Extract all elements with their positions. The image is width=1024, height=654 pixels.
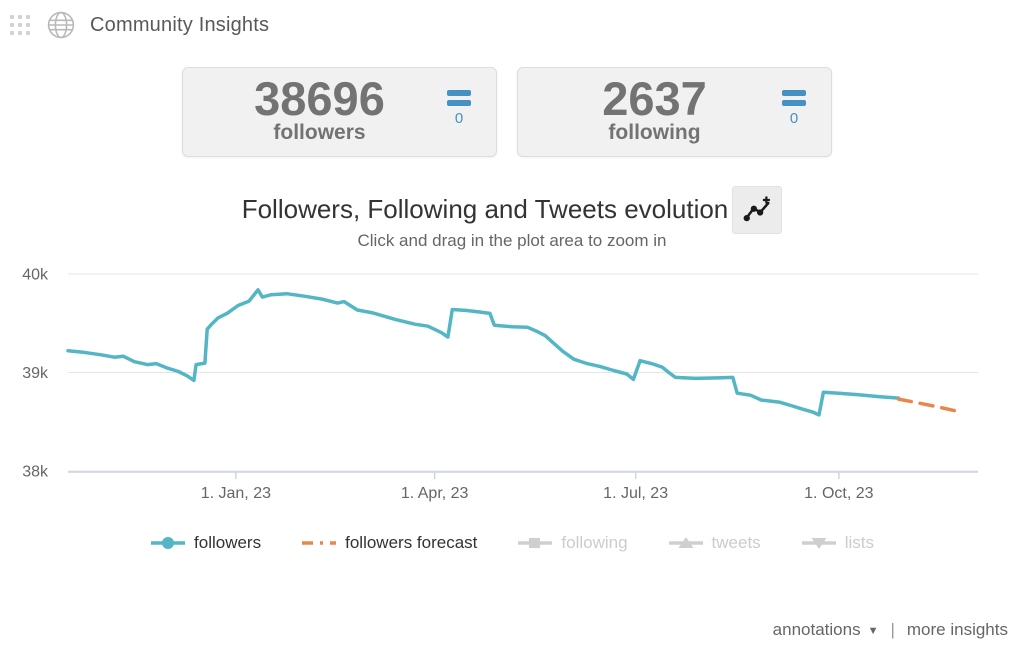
chart-plot-area[interactable]: 38k 39k 40k 1. Jan, 23 1. Apr, 23 1. Jul, 23 1… xyxy=(0,255,1010,515)
svg-text:39k: 39k xyxy=(22,365,49,382)
badge-count: 0 xyxy=(789,110,799,127)
following-stat-card: 2637 following 0 xyxy=(517,67,832,157)
legend-item-followers[interactable]: followers xyxy=(150,533,261,553)
widget-header: Community Insights xyxy=(8,10,269,40)
svg-text:1. Jan, 23: 1. Jan, 23 xyxy=(201,485,271,502)
svg-text:40k: 40k xyxy=(22,267,49,284)
chart-context-button[interactable] xyxy=(732,186,783,234)
legend-item-lists[interactable]: lists xyxy=(801,533,874,553)
annotations-toggle[interactable]: annotations ▼ xyxy=(772,620,879,639)
legend-item-followers-forecast[interactable]: followers forecast xyxy=(301,533,477,553)
svg-text:1. Jul, 23: 1. Jul, 23 xyxy=(603,485,668,502)
caret-down-icon: ▼ xyxy=(867,625,879,637)
svg-text:1. Oct, 23: 1. Oct, 23 xyxy=(804,485,873,502)
list-bars-icon xyxy=(779,90,809,106)
legend-item-following[interactable]: following xyxy=(517,533,628,553)
forecast-dash-marker-icon xyxy=(302,541,337,545)
chart-title: Followers, Following and Tweets evolutio… xyxy=(241,194,729,225)
followers-count: 38696 xyxy=(254,72,385,125)
line-chart-plus-icon xyxy=(742,195,772,225)
chart-legend: followers followers forecast following t… xyxy=(0,533,1024,553)
following-label: following xyxy=(608,121,701,145)
page-title: Community Insights xyxy=(90,13,270,36)
followers-line-marker-icon xyxy=(151,537,186,549)
following-count: 2637 xyxy=(602,72,707,125)
square-marker-icon xyxy=(518,538,553,548)
chart-subtitle: Click and drag in the plot area to zoom … xyxy=(357,231,667,250)
followers-lists-badge[interactable]: 0 xyxy=(444,90,474,127)
globe-icon xyxy=(46,10,76,40)
more-insights-link[interactable]: more insights xyxy=(906,620,1008,639)
triangle-marker-icon xyxy=(668,537,703,548)
legend-item-tweets[interactable]: tweets xyxy=(668,533,761,553)
followers-stat-card: 38696 followers 0 xyxy=(182,67,497,157)
triangle-down-marker-icon xyxy=(801,538,836,549)
svg-text:38k: 38k xyxy=(22,464,49,481)
svg-text:1. Apr, 23: 1. Apr, 23 xyxy=(401,485,469,502)
followers-label: followers xyxy=(273,121,366,145)
following-lists-badge[interactable]: 0 xyxy=(779,90,809,127)
list-bars-icon xyxy=(444,90,474,106)
badge-count: 0 xyxy=(454,110,464,127)
drag-handle-icon[interactable] xyxy=(8,13,32,37)
footer-separator: | xyxy=(890,620,895,639)
footer-bar: annotations ▼ | more insights xyxy=(773,620,1008,640)
